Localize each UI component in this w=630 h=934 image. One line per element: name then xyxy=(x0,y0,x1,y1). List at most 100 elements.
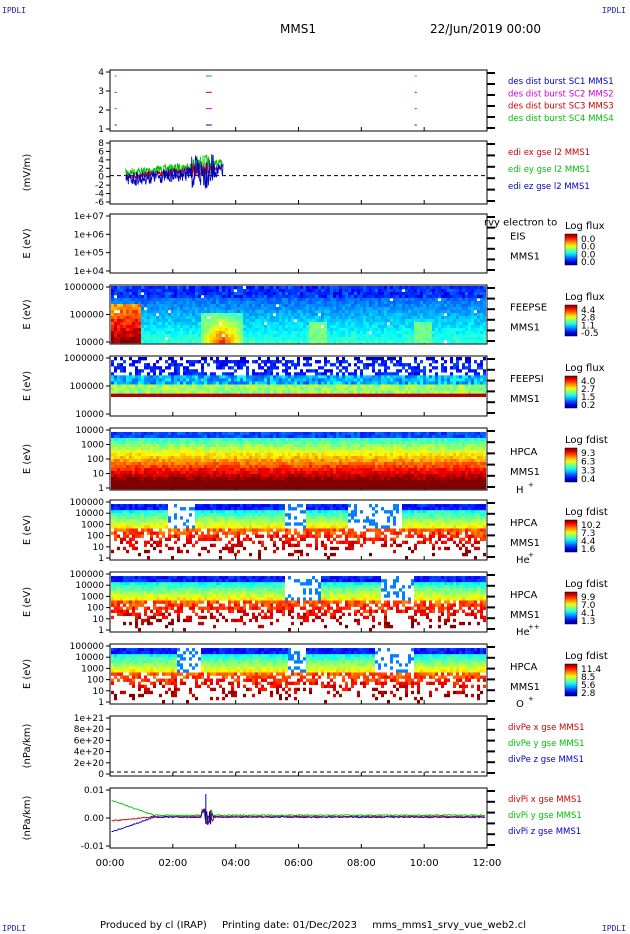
x-tick-label: 10:00 xyxy=(410,858,439,869)
instrument-sub-label: MMS1 xyxy=(510,323,540,334)
y-tick-label: 1000000 xyxy=(64,283,104,293)
colorbar-title: Log fdist xyxy=(565,507,608,518)
panel-frame xyxy=(109,213,488,274)
colorbar-label: 4.0 xyxy=(581,377,596,387)
mission-title: MMS1 xyxy=(280,22,316,36)
edi-series-line xyxy=(125,154,224,177)
species-charge: ++ xyxy=(528,623,540,631)
y-axis-label: E (eV) xyxy=(22,515,33,545)
legend-entry: divPe z gse MMS1 xyxy=(508,755,584,765)
y-tick-label: 1e+06 xyxy=(74,230,105,240)
y-tick-label: 100000 xyxy=(70,382,105,392)
species-charge: + xyxy=(528,481,534,489)
footer-produced: Produced by cl (IRAP) xyxy=(100,920,207,931)
colorbar-label: 4.4 xyxy=(581,306,596,316)
species-charge: + xyxy=(528,551,534,559)
legend-entry: des dist burst SC3 MMS3 xyxy=(508,102,614,112)
instrument-label: HPCA xyxy=(510,662,538,673)
y-axis-label: E (eV) xyxy=(22,444,33,474)
x-tick-label: 04:00 xyxy=(221,858,250,869)
species-label: O xyxy=(516,699,524,710)
legend-entry: edi ex gse l2 MMS1 xyxy=(508,148,590,158)
y-tick-label: -6 xyxy=(95,198,104,208)
y-tick-label: 1 xyxy=(98,698,104,708)
colorbar-label: 2.7 xyxy=(581,385,595,395)
y-tick-label: -0.01 xyxy=(81,842,104,852)
y-tick-label: 10 xyxy=(93,615,105,625)
colorbar-label: 1.1 xyxy=(581,321,595,331)
instrument-sub-label: MMS1 xyxy=(510,467,540,478)
colorbar-label: 4.1 xyxy=(581,609,595,619)
y-tick-label: 10 xyxy=(93,543,105,553)
y-tick-label: 10000 xyxy=(75,581,104,591)
y-tick-label: 10000 xyxy=(75,509,104,519)
colorbar xyxy=(564,304,578,337)
legend-entry: edi ey gse l2 MMS1 xyxy=(508,165,590,175)
y-tick-label: 10000 xyxy=(75,426,104,436)
corner-tag-tl: IPDLI xyxy=(2,6,27,15)
instrument-label: FEEPSE xyxy=(510,303,547,314)
colorbar-label: 0.0 xyxy=(581,235,596,245)
colorbar-label: 11.4 xyxy=(581,665,601,675)
colorbar-label: 7.0 xyxy=(581,601,596,611)
y-tick-label: -4 xyxy=(95,190,104,200)
y-tick-label: 2 xyxy=(98,106,104,116)
x-tick-label: 06:00 xyxy=(284,858,313,869)
colorbar-title: Log flux xyxy=(565,363,605,374)
y-tick-label: 10000 xyxy=(75,410,104,420)
colorbar-label: 9.3 xyxy=(581,449,595,459)
y-tick-label: 1 xyxy=(98,125,104,135)
corner-tag-br: IPDLI xyxy=(601,924,626,933)
legend-entry: divPi y gse MMS1 xyxy=(508,811,582,821)
y-tick-label: 0.00 xyxy=(84,814,104,824)
panel-divpi: 0.01 0.00 -0.01 (nPa/km) divPi x gse MMS1 div… xyxy=(22,786,582,869)
species-label: H xyxy=(516,485,524,496)
instrument-label: HPCA xyxy=(510,447,538,458)
colorbar xyxy=(564,519,578,553)
legend-entry: divPe x gse MMS1 xyxy=(508,723,585,733)
y-tick-label: 10 xyxy=(93,470,105,480)
y-axis-label: E (eV) xyxy=(22,587,33,617)
divpi-series-line xyxy=(111,808,486,832)
corner-tag-tr: IPDLI xyxy=(601,6,626,15)
colorbar-title: Log flux xyxy=(565,221,605,232)
colorbar-title: Log fdist xyxy=(565,579,608,590)
colorbar-label: 9.9 xyxy=(581,593,596,603)
edi-series-line xyxy=(125,154,224,189)
y-axis-label: (nPa/km) xyxy=(22,796,33,841)
legend-entry: divPi z gse MMS1 xyxy=(508,827,581,837)
legend-entry: edi ez gse l2 MMS1 xyxy=(508,182,590,192)
y-tick-label: 100000 xyxy=(70,570,105,580)
y-tick-label: 1 xyxy=(98,554,104,564)
y-tick-label: 100 xyxy=(87,604,104,614)
y-tick-label: 0 xyxy=(98,770,104,780)
y-tick-label: 0 xyxy=(98,173,104,183)
instrument-label: EIS xyxy=(510,232,526,243)
y-tick-label: 2 xyxy=(98,164,104,174)
colorbar xyxy=(564,591,578,625)
panel-feepse: 1000000 100000 10000 E (eV) Log flux 4.42.81.… xyxy=(22,283,605,348)
species-label: He xyxy=(516,627,530,638)
footer: Produced by cl (IRAP) Printing date: 01/… xyxy=(100,920,538,931)
divpi-series-line xyxy=(111,799,485,824)
y-tick-label: 1 xyxy=(98,484,104,494)
colorbar-label: 1.3 xyxy=(581,617,595,627)
colorbar-label: 8.5 xyxy=(581,673,595,683)
panel-frame xyxy=(109,715,488,777)
colorbar-label: 2.8 xyxy=(581,689,596,699)
y-tick-label: 100 xyxy=(87,532,104,542)
legend-entry: des dist burst SC4 MMS4 xyxy=(508,114,614,124)
colorbar-title: Log fdist xyxy=(565,651,608,662)
y-tick-label: 6 xyxy=(98,147,104,157)
y-tick-label: 3 xyxy=(98,87,104,97)
y-tick-label: 0.01 xyxy=(84,786,104,796)
colorbar-label: 2.8 xyxy=(581,314,596,324)
legend-entry: des dist burst SC1 MMS1 xyxy=(508,77,614,87)
colorbar xyxy=(564,447,578,483)
y-tick-label: 1 xyxy=(98,626,104,636)
colorbar-label: 1.6 xyxy=(581,545,596,555)
footer-file: mms_mms1_srvy_vue_web2.cl xyxy=(372,920,526,931)
y-tick-label: 10000 xyxy=(75,338,104,348)
